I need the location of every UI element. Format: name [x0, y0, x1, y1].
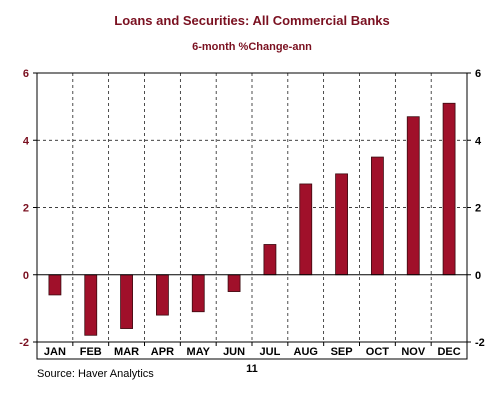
- x-tick-label-aug: AUG: [294, 346, 318, 358]
- x-tick-label-jan: JAN: [44, 346, 66, 358]
- y-tick-label-left: 2: [23, 203, 29, 215]
- y-tick-label-left: -2: [19, 337, 29, 349]
- y-tick-label-right: 6: [475, 68, 481, 80]
- bar-sep: [335, 173, 348, 276]
- year-label: 11: [246, 363, 258, 375]
- bar-mar: [120, 274, 133, 329]
- bar-oct: [371, 156, 384, 276]
- source-note: Source: Haver Analytics: [37, 368, 154, 380]
- chart-title: Loans and Securities: All Commercial Ban…: [114, 13, 390, 28]
- chart-subtitle: 6-month %Change-ann: [192, 41, 312, 53]
- bar-apr: [156, 274, 169, 316]
- bar-dec: [442, 102, 456, 276]
- axes: [33, 72, 471, 360]
- y-tick-label-right: 0: [475, 270, 481, 282]
- bars: [48, 102, 456, 336]
- x-tick-label-may: MAY: [187, 346, 211, 358]
- y-tick-label-left: 0: [23, 270, 29, 282]
- y-tick-label-left: 4: [23, 135, 30, 147]
- y-tick-label-right: 4: [475, 135, 482, 147]
- x-tick-label-dec: DEC: [437, 346, 460, 358]
- x-tick-label-oct: OCT: [366, 346, 390, 358]
- x-tick-label-apr: APR: [151, 346, 174, 358]
- bar-aug: [299, 183, 313, 276]
- bar-jun: [227, 274, 241, 292]
- bar-feb: [84, 274, 98, 336]
- x-tick-label-mar: MAR: [114, 346, 139, 358]
- y-tick-label-left: 6: [23, 68, 29, 80]
- bar-jan: [48, 274, 62, 296]
- x-tick-label-nov: NOV: [401, 346, 426, 358]
- y-tick-label-right: 2: [475, 203, 481, 215]
- x-tick-label-sep: SEP: [331, 346, 353, 358]
- x-tick-label-jul: JUL: [260, 346, 281, 358]
- y-tick-label-right: -2: [475, 337, 485, 349]
- x-tick-label-jun: JUN: [223, 346, 245, 358]
- gridlines: [37, 72, 467, 343]
- x-tick-label-feb: FEB: [80, 346, 102, 358]
- bar-may: [191, 274, 205, 313]
- bar-nov: [406, 116, 420, 276]
- tick-labels: -2 -2 0 0 2 2 4 4 6 6 JAN FEB MAR APR MAY JUN JUL AUG SEP O…: [19, 68, 485, 358]
- bar-jul: [263, 244, 277, 276]
